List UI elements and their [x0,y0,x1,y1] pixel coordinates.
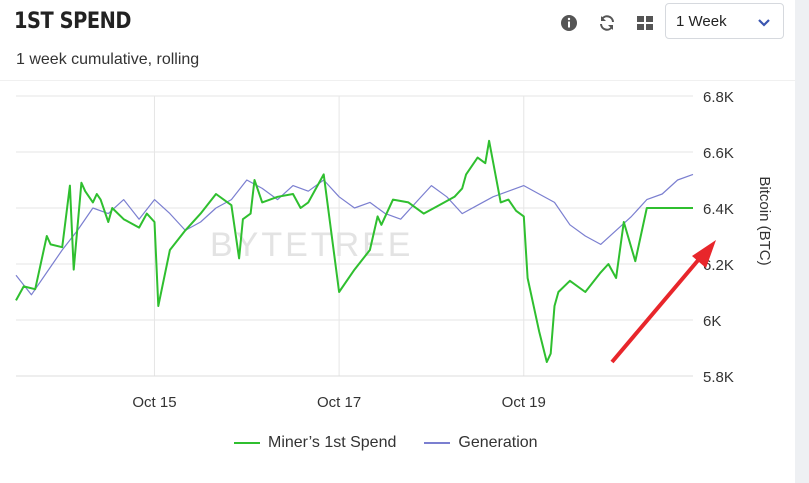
legend-item-generation[interactable]: Generation [424,434,538,452]
watermark-text: BYTETREE [210,226,413,264]
grid-icon[interactable] [634,12,656,34]
page-scrollbar[interactable] [795,0,809,483]
y-tick-label: 6.8K [703,89,734,106]
chart-legend: Miner’s 1st Spend Generation [234,434,538,452]
range-select[interactable]: 1 Week [665,3,784,39]
legend-item-miners-spend[interactable]: Miner’s 1st Spend [234,434,396,452]
chevron-down-icon [757,15,771,33]
range-select-value: 1 Week [676,13,727,30]
info-icon[interactable] [558,12,580,34]
legend-label-generation: Generation [458,434,538,451]
legend-label-miners-spend: Miner’s 1st Spend [268,434,397,451]
header-divider [0,80,795,81]
chart-title: 1ST SPEND [14,9,132,34]
legend-swatch-generation [424,442,451,444]
y-axis-label: Bitcoin (BTC) [756,176,773,265]
legend-swatch-miners-spend [234,442,260,444]
x-tick-label: Oct 17 [317,394,361,411]
series-line-generation [15,173,694,296]
refresh-icon[interactable] [596,12,618,34]
y-tick-label: 6.2K [703,257,734,274]
chart-subtitle: 1 week cumulative, rolling [16,51,200,68]
y-tick-label: 6.6K [703,145,734,162]
x-tick-label: Oct 19 [502,394,546,411]
chart-plot: BYTETREE 5.8K 6K 6.2K 6.4K 6.6K 6.8K Oct 15 Oc… [15,89,773,411]
x-tick-label: Oct 15 [132,394,176,411]
y-tick-label: 6K [703,313,721,330]
y-tick-label: 5.8K [703,369,734,386]
y-tick-label: 6.4K [703,201,734,218]
